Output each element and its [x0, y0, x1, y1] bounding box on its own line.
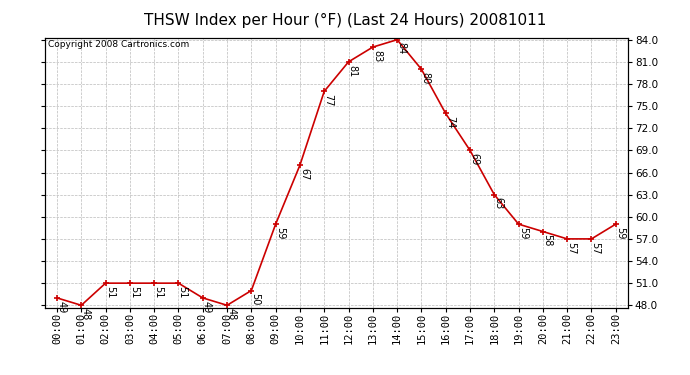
Text: 59: 59 [275, 227, 285, 239]
Text: 48: 48 [81, 308, 90, 320]
Text: 80: 80 [421, 72, 431, 84]
Text: 67: 67 [299, 168, 309, 180]
Text: 49: 49 [56, 301, 66, 313]
Text: 58: 58 [542, 234, 552, 247]
Text: 84: 84 [396, 42, 406, 55]
Text: 51: 51 [129, 286, 139, 298]
Text: 50: 50 [250, 293, 261, 306]
Text: 51: 51 [153, 286, 164, 298]
Text: 74: 74 [445, 116, 455, 129]
Text: Copyright 2008 Cartronics.com: Copyright 2008 Cartronics.com [48, 40, 189, 49]
Text: THSW Index per Hour (°F) (Last 24 Hours) 20081011: THSW Index per Hour (°F) (Last 24 Hours)… [144, 13, 546, 28]
Text: 51: 51 [105, 286, 115, 298]
Text: 57: 57 [591, 242, 600, 254]
Text: 69: 69 [469, 153, 479, 165]
Text: 63: 63 [493, 197, 504, 210]
Text: 81: 81 [348, 64, 357, 77]
Text: 77: 77 [324, 94, 333, 106]
Text: 48: 48 [226, 308, 236, 320]
Text: 57: 57 [566, 242, 576, 254]
Text: 49: 49 [202, 301, 212, 313]
Text: 51: 51 [177, 286, 188, 298]
Text: 59: 59 [518, 227, 528, 239]
Text: 59: 59 [615, 227, 625, 239]
Text: 83: 83 [372, 50, 382, 62]
